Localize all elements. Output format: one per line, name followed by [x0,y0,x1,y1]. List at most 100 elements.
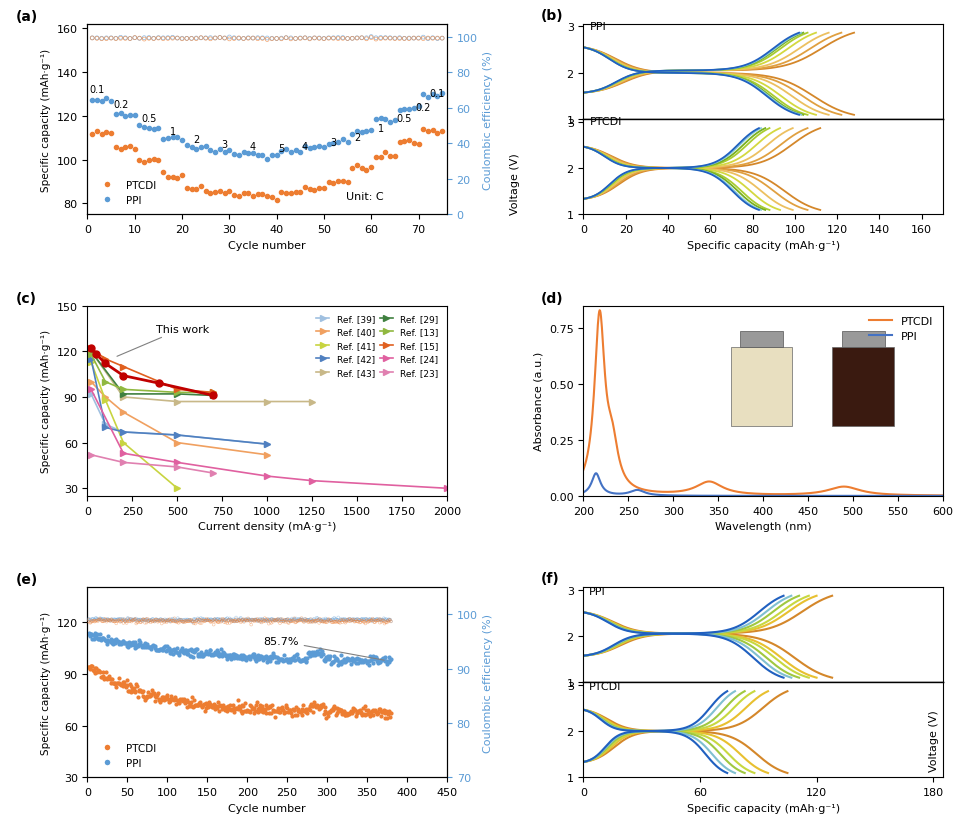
Point [221,614,236,627]
Point [87,665,102,678]
Point [239,650,255,664]
Point [297,613,313,626]
Point [166,694,182,707]
Point [181,614,196,628]
Point [174,692,190,706]
Point [229,614,245,628]
Point [102,614,118,628]
Point [378,655,394,668]
Point [137,613,153,626]
Point [180,648,195,661]
Point [353,615,368,629]
Point [145,683,160,696]
Point [314,701,330,714]
PPI [887,492,899,502]
Point [364,650,380,663]
PPI [850,492,862,502]
Point [268,705,284,718]
Point [168,615,184,629]
Point [257,702,272,716]
Point [237,614,253,627]
Point [330,136,346,150]
Point [95,615,111,629]
Point [302,703,318,716]
Point [198,696,214,710]
Point [240,147,256,161]
Point [233,616,249,630]
Point [316,654,331,667]
Point [212,613,227,626]
Legend: PTCDI, PPI: PTCDI, PPI [92,176,160,210]
Point [143,689,158,702]
Point [342,613,358,626]
PPI [577,487,589,497]
Point [207,613,223,626]
Point [270,655,286,669]
Point [181,615,196,629]
Point [226,148,242,161]
Point [104,633,120,646]
Point [133,614,149,627]
Line: Ref. [13]: Ref. [13] [87,351,217,396]
Point [313,698,329,711]
Point [241,613,257,626]
Point [231,699,247,712]
Point [245,614,260,627]
Point [369,653,385,666]
Point [299,652,315,665]
Point [360,707,375,721]
Point [168,614,184,627]
Point [184,650,199,663]
Point [377,651,393,665]
X-axis label: Cycle number: Cycle number [228,240,306,250]
Point [164,644,180,657]
Point [214,700,229,713]
Point [85,633,100,646]
Point [113,615,128,629]
Point [274,614,290,627]
Point [217,146,232,160]
Point [173,613,189,626]
Point [321,32,336,45]
Point [348,613,364,626]
Point [235,613,251,626]
Point [382,704,398,717]
Point [157,640,173,653]
Point [346,614,362,627]
Point [275,614,291,628]
PTCDI [850,485,862,495]
Point [321,614,336,627]
Point [121,612,136,625]
Point [131,633,147,646]
Point [406,103,422,116]
Point [179,33,194,46]
Point [212,144,227,157]
Point [189,143,204,156]
Point [434,33,450,46]
Point [286,613,301,626]
Point [252,698,267,711]
Point [239,614,255,628]
Point [249,696,264,709]
Point [342,653,358,666]
Point [165,612,181,625]
Point [101,614,117,627]
Point [207,186,223,199]
Point [344,129,360,142]
Point [319,650,334,664]
Point [126,639,142,652]
Ref. [15] [118,362,129,372]
Point [332,703,348,716]
Point [164,692,180,706]
Point [315,697,330,711]
Point [113,32,128,45]
Point [348,657,364,670]
Point [368,650,384,664]
Ref. [29] [86,347,97,357]
Point [84,615,99,629]
Point [307,141,323,155]
PPI [807,492,818,502]
Point [370,656,386,670]
Point [371,613,387,626]
Point [114,638,129,651]
